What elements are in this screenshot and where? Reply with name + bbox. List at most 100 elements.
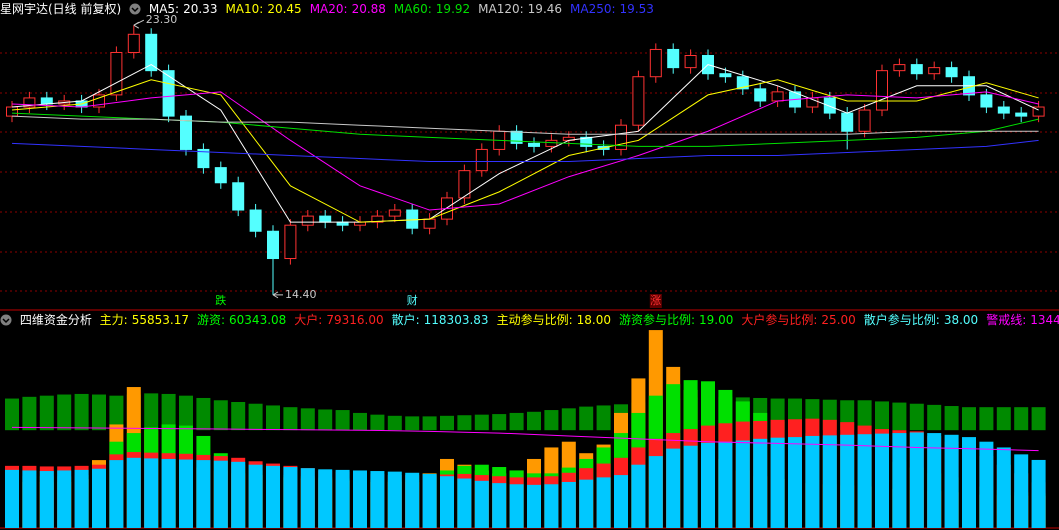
candle-body [615, 124, 627, 150]
menu-icon[interactable] [0, 314, 12, 326]
ma-line [11, 112, 1039, 147]
fund-bar [770, 437, 785, 528]
fund-bar [213, 460, 228, 528]
candle-body [684, 55, 697, 69]
band-bar [909, 403, 924, 431]
candle-body [406, 209, 419, 229]
fund-bar [1031, 459, 1046, 528]
fund-bar [805, 435, 820, 528]
warn-value: 134476.36 [1030, 313, 1059, 327]
fund-bar [144, 458, 159, 528]
candle-body [528, 142, 540, 147]
band-bar [509, 412, 524, 431]
fund-bar [892, 433, 907, 528]
ratio-value: 25.00 [821, 313, 856, 327]
ma-line [11, 139, 1039, 163]
candle-body [371, 215, 384, 223]
band-bar [387, 415, 402, 431]
candle-body [162, 70, 175, 117]
fund-bar [440, 476, 454, 528]
candle-body [301, 215, 314, 226]
legend-value: 60343.08 [229, 313, 287, 327]
band-bar [213, 400, 228, 431]
fund-bar [735, 440, 750, 528]
legend-value: 20.33 [183, 2, 218, 16]
band-bar [144, 393, 159, 431]
candle-body [893, 64, 906, 72]
ratio-label: 主动参与比例: [496, 313, 573, 327]
legend-value: 55853.17 [131, 313, 189, 327]
menu-icon[interactable] [129, 3, 141, 15]
legend-value: 19.46 [527, 2, 563, 16]
ratio-value: 38.00 [943, 313, 979, 327]
fund-bar [666, 448, 681, 528]
candle-body [736, 76, 749, 90]
legend-label: 游资: [196, 313, 226, 327]
band-bar [1031, 407, 1046, 431]
fund-bar [909, 432, 924, 528]
fund-bar [22, 470, 37, 528]
fund-bar [614, 475, 628, 528]
legend-label: MA250: [570, 2, 616, 16]
legend-value: 19.92 [435, 2, 471, 16]
fund-bar [631, 464, 646, 528]
candle-body [458, 170, 471, 199]
legend-value: 20.88 [351, 2, 386, 16]
candle-body [23, 97, 36, 108]
fund-bar [648, 456, 663, 528]
candle-body [876, 70, 888, 111]
stock-title: 星网宇达(日线 前复权) [0, 2, 122, 16]
fund-bar [353, 470, 367, 528]
fund-bar [5, 469, 19, 528]
candle-body [858, 109, 871, 132]
fund-bar [370, 471, 385, 528]
fund-bar [405, 472, 420, 528]
candle-body [267, 230, 279, 260]
fund-bar [509, 484, 524, 528]
band-bar [875, 401, 889, 431]
candle-body [475, 148, 488, 172]
fund-bar [683, 445, 698, 528]
band-bar [492, 414, 507, 431]
fund-bar [457, 478, 472, 528]
legend-value: 20.45 [267, 2, 302, 16]
grid [0, 52, 1059, 292]
fund-bar [179, 459, 193, 528]
fund-bar [718, 441, 733, 528]
band-bar [474, 414, 489, 431]
legend-label: MA20: [309, 2, 348, 16]
band-bar [22, 396, 37, 431]
fund-bar [248, 464, 263, 528]
event-marker: 涨 [650, 294, 661, 307]
candle-body [510, 130, 523, 144]
candle-body [771, 91, 784, 102]
warn-label: 警戒线: [986, 313, 1027, 327]
legend-value: 118303.83 [423, 313, 489, 327]
candle-body [423, 218, 436, 229]
band-bar [440, 415, 454, 431]
band-bar [248, 403, 263, 431]
fund-bar [57, 470, 72, 528]
fund-bar [109, 460, 124, 528]
band-bar [300, 408, 315, 431]
fund-bar [74, 469, 89, 528]
fund-bar [840, 434, 855, 528]
legend-label: 大户: [294, 313, 323, 327]
candle-body [997, 106, 1010, 114]
band-bar [5, 398, 19, 431]
band-bar [579, 406, 594, 431]
band-bar [335, 410, 350, 431]
legend-label: MA120: [478, 2, 524, 16]
fund-bar [579, 479, 594, 528]
candle-body [232, 182, 245, 211]
candle-body [197, 148, 210, 169]
band-bar [944, 406, 959, 431]
band-bar [857, 400, 872, 431]
band-bar [109, 395, 124, 431]
candle-body [980, 94, 993, 108]
legend-value: 19.53 [619, 2, 654, 16]
candle-body [945, 67, 958, 78]
candle-body [6, 106, 18, 117]
candle-body [180, 115, 192, 150]
